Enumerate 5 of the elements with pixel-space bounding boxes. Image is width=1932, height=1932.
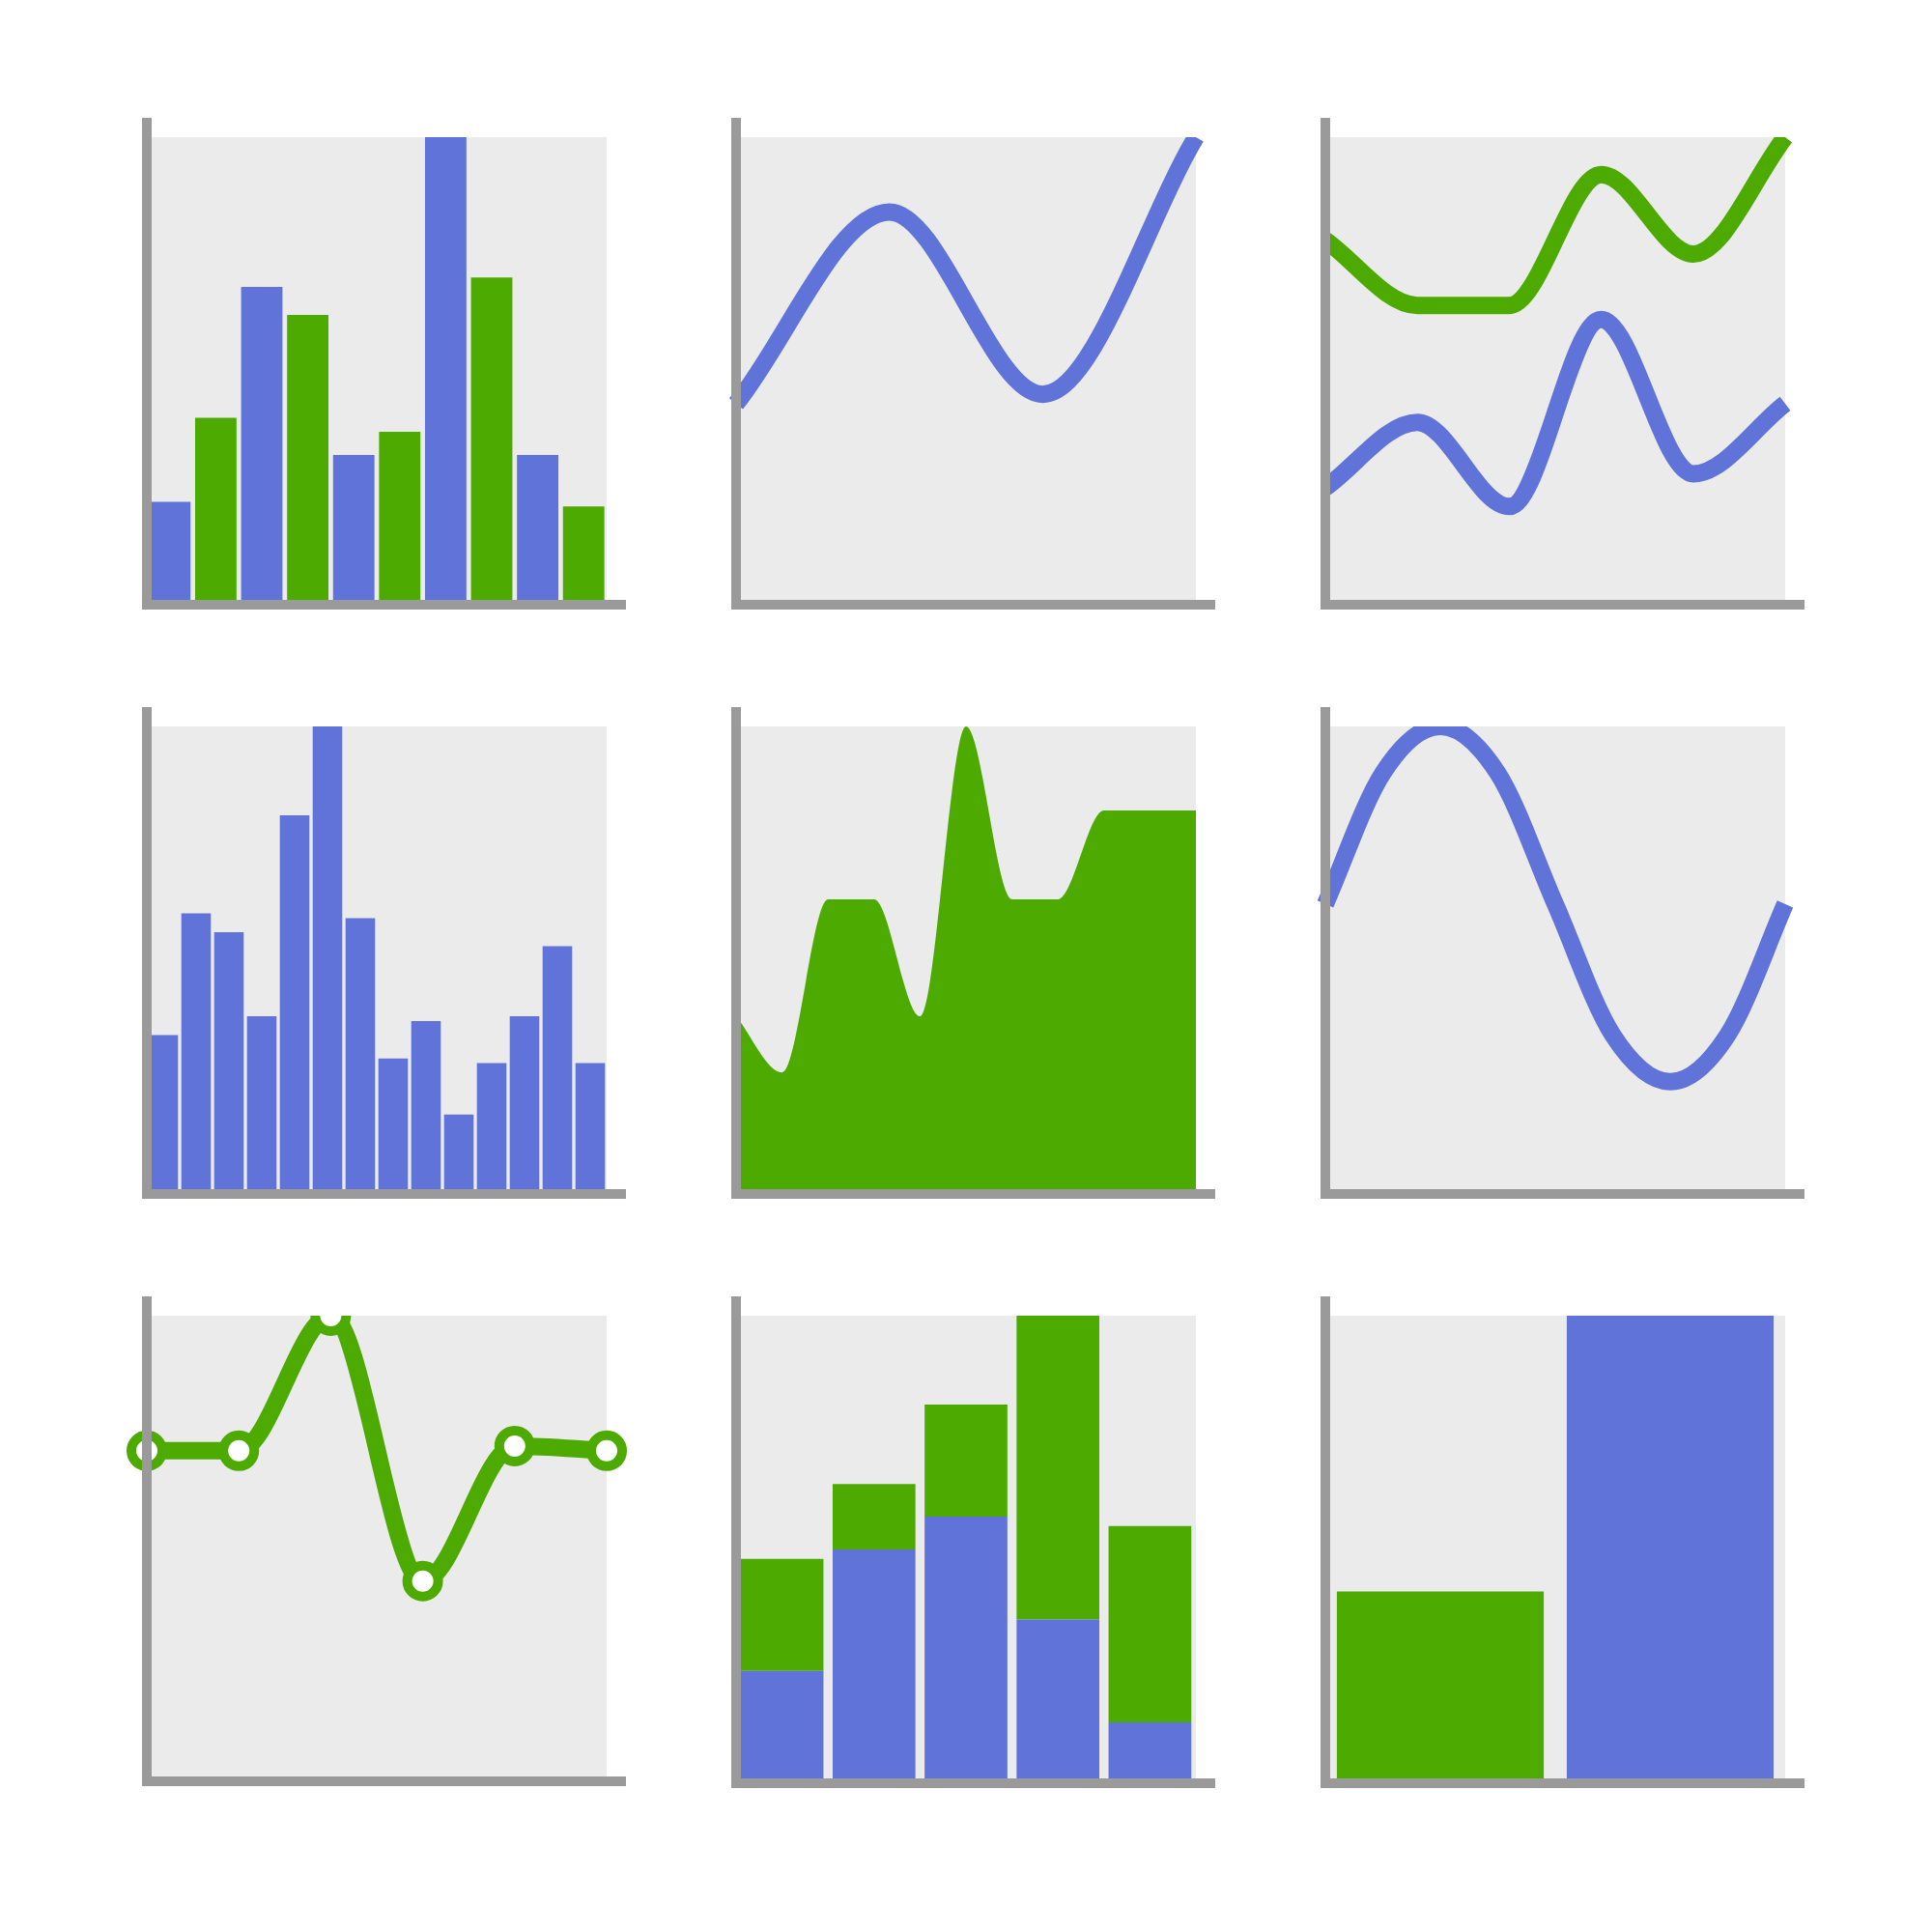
- bar: [832, 1484, 916, 1549]
- bar: [1016, 1316, 1100, 1620]
- bar: [740, 1558, 824, 1671]
- bar: [1108, 1525, 1192, 1723]
- bar: [924, 1404, 1008, 1518]
